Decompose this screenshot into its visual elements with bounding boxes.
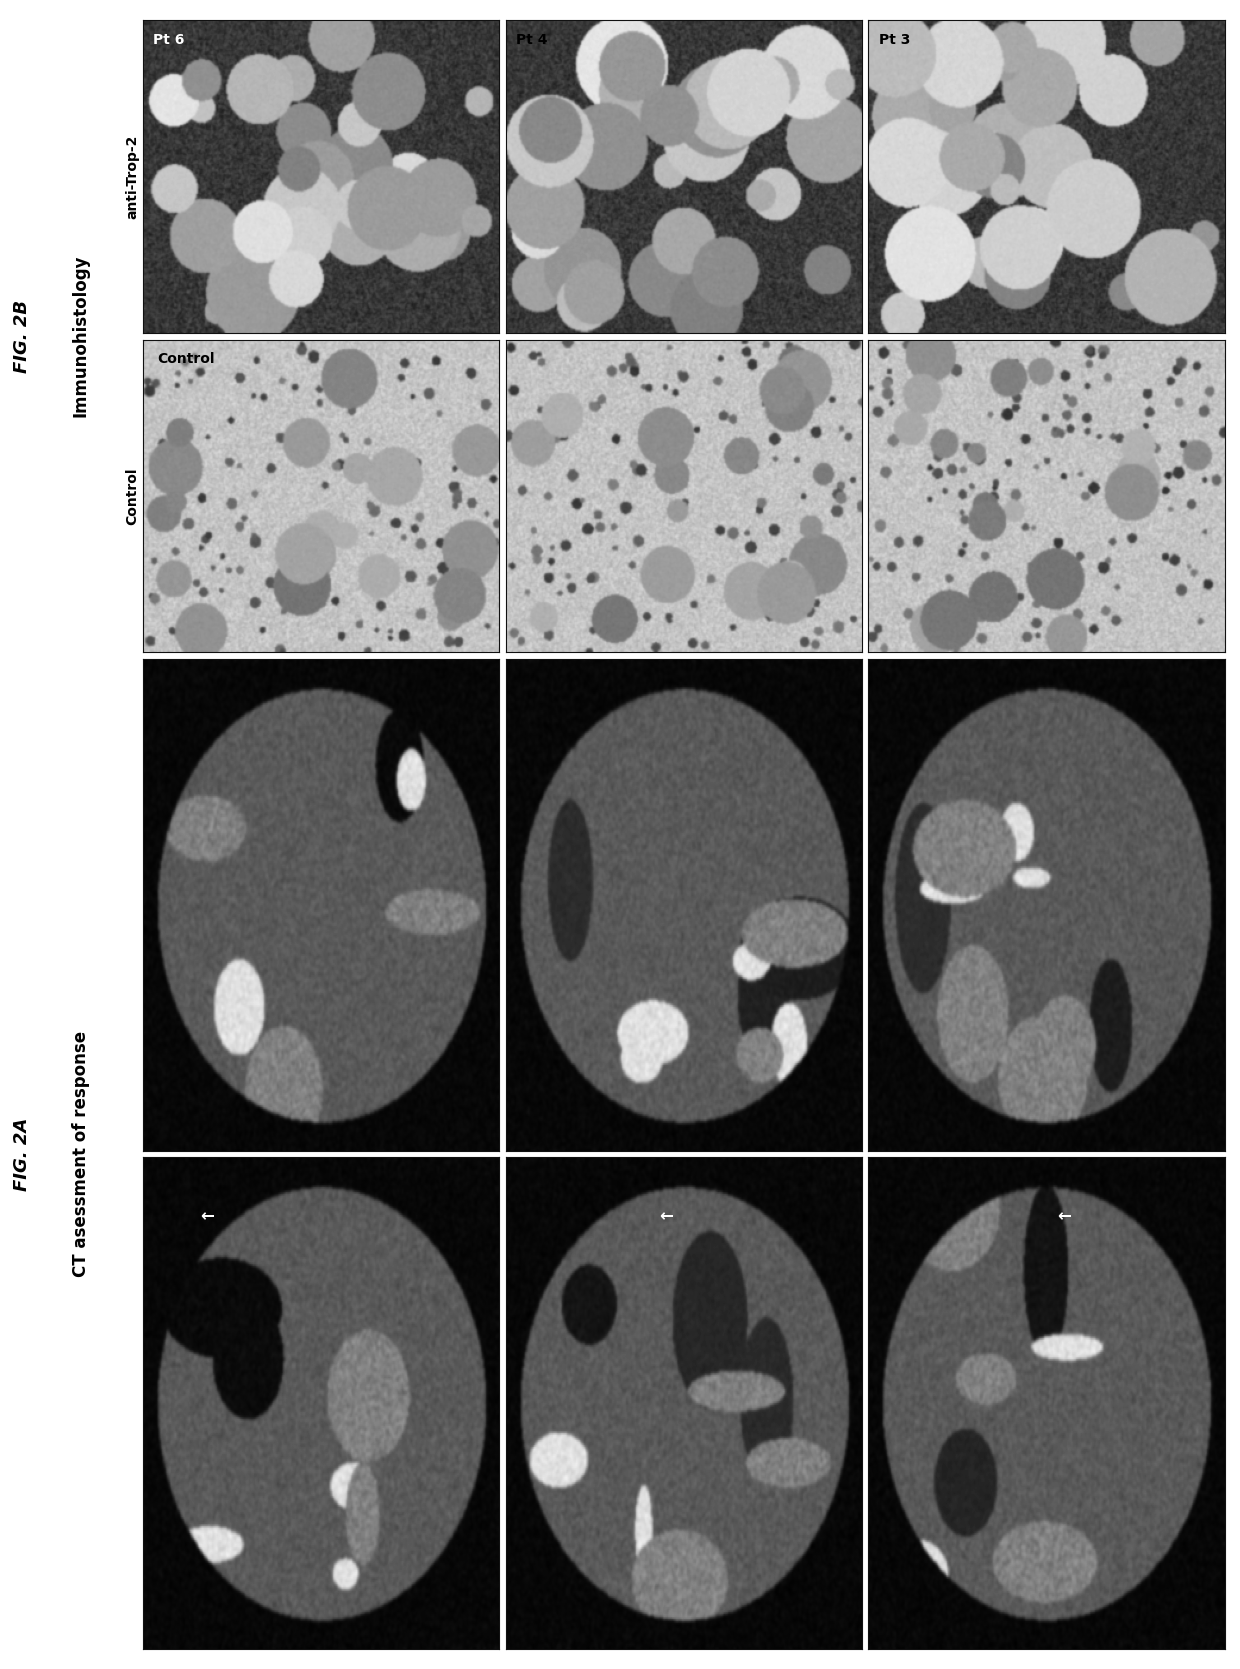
- Text: FIG. 2A: FIG. 2A: [14, 1118, 31, 1190]
- Text: ←: ←: [660, 1207, 673, 1225]
- Text: Immunohistology: Immunohistology: [72, 255, 89, 417]
- Text: Pt 4: Pt 4: [516, 32, 548, 47]
- Text: CT asessment of response: CT asessment of response: [72, 1031, 89, 1277]
- Text: Control: Control: [157, 352, 215, 366]
- Text: ←: ←: [1058, 1207, 1071, 1225]
- Text: anti-Trop-2: anti-Trop-2: [125, 134, 140, 219]
- Text: FIG. 2B: FIG. 2B: [14, 300, 31, 372]
- Text: Pt 3: Pt 3: [879, 32, 910, 47]
- Text: Pt 6: Pt 6: [154, 32, 185, 47]
- Text: ←: ←: [200, 1207, 213, 1225]
- Text: Control: Control: [125, 467, 140, 524]
